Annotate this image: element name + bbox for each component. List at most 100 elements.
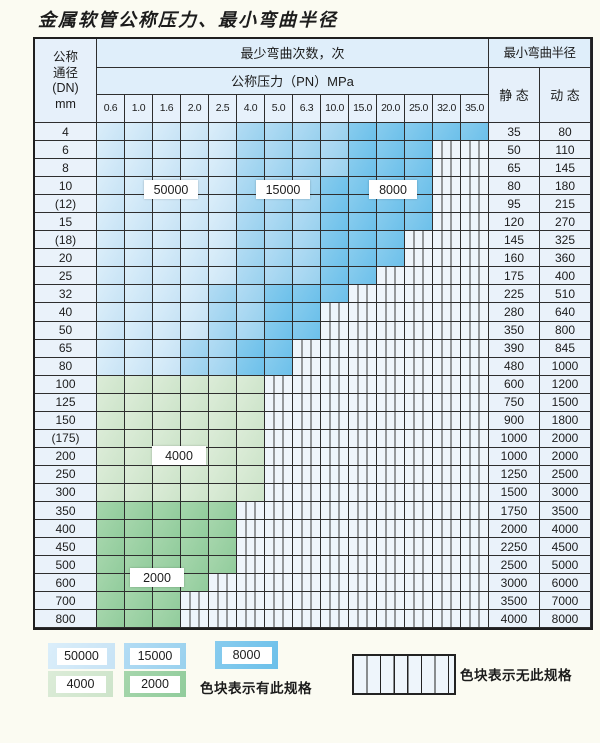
spec-cell (237, 447, 265, 466)
spec-cell (377, 213, 405, 232)
static-radius-cell: 1000 (489, 429, 540, 448)
spec-cell (125, 123, 153, 142)
spec-cell (265, 375, 293, 394)
legend-label: 2000 (130, 675, 180, 693)
spec-cell (405, 303, 433, 322)
spec-cell (97, 141, 125, 160)
spec-cell (181, 249, 209, 268)
dynamic-radius-cell: 400 (540, 267, 591, 286)
spec-cell (293, 213, 321, 232)
spec-cell (181, 141, 209, 160)
static-radius-cell: 1250 (489, 465, 540, 484)
spec-cell (265, 411, 293, 430)
spec-cell (321, 195, 349, 214)
spec-cell (125, 339, 153, 358)
spec-cell (433, 339, 461, 358)
spec-cell (209, 592, 237, 611)
spec-cell (125, 447, 153, 466)
spec-cell (181, 574, 209, 593)
spec-cell (265, 447, 293, 466)
spec-cell (237, 231, 265, 250)
dn-header-line: 公称 (52, 50, 78, 64)
spec-cell (321, 123, 349, 142)
spec-cell (181, 123, 209, 142)
spec-cell (349, 339, 377, 358)
spec-cell (237, 357, 265, 376)
spec-cell (405, 249, 433, 268)
spec-cell (349, 159, 377, 178)
spec-cell (265, 249, 293, 268)
spec-cell (209, 141, 237, 160)
spec-cell (265, 231, 293, 250)
spec-cell (125, 501, 153, 521)
spec-cell (377, 556, 405, 575)
dynamic-radius-cell: 3500 (540, 501, 591, 521)
legend-no-spec-swatch (352, 654, 456, 695)
dynamic-radius-cell: 1000 (540, 357, 591, 376)
static-radius-cell: 480 (489, 357, 540, 376)
dynamic-radius-cell: 1200 (540, 375, 591, 394)
spec-cell (405, 465, 433, 484)
spec-cell (321, 574, 349, 593)
pressure-column-header: 6.3 (293, 95, 321, 123)
spec-cell (209, 520, 237, 539)
min-bend-radius-header: 最小弯曲半径 (489, 39, 591, 68)
dynamic-radius-cell: 8000 (540, 610, 591, 629)
spec-cell (433, 610, 461, 629)
spec-cell (321, 177, 349, 196)
spec-cell (181, 483, 209, 502)
spec-cell (377, 501, 405, 521)
spec-cell (209, 556, 237, 575)
dynamic-radius-cell: 1800 (540, 411, 591, 430)
spec-cell (293, 393, 321, 412)
spec-cell (377, 592, 405, 611)
spec-cell (97, 556, 125, 575)
spec-cell (461, 213, 489, 232)
spec-cell (125, 411, 153, 430)
spec-cell (125, 267, 153, 286)
spec-cell (461, 610, 489, 629)
spec-cell (181, 267, 209, 286)
spec-cell (153, 123, 181, 142)
spec-cell (405, 538, 433, 557)
spec-cell (293, 556, 321, 575)
spec-cell (349, 501, 377, 521)
dynamic-radius-cell: 5000 (540, 556, 591, 575)
spec-cell (433, 592, 461, 611)
spec-cell (237, 501, 265, 521)
spec-cell (181, 592, 209, 611)
static-radius-cell: 120 (489, 213, 540, 232)
spec-cell (97, 339, 125, 358)
spec-cell (349, 520, 377, 539)
spec-cell (153, 159, 181, 178)
spec-cell (349, 195, 377, 214)
spec-cell (349, 231, 377, 250)
spec-cell (461, 123, 489, 142)
spec-cell (461, 177, 489, 196)
spec-cell (181, 357, 209, 376)
spec-cell (237, 321, 265, 340)
spec-cell (125, 159, 153, 178)
spec-cell (181, 501, 209, 521)
dynamic-header: 动 态 (540, 68, 591, 123)
spec-cell (461, 592, 489, 611)
legend-label: 8000 (221, 646, 272, 664)
spec-cell (153, 231, 181, 250)
spec-cell (265, 592, 293, 611)
spec-cell (433, 465, 461, 484)
spec-cell (349, 592, 377, 611)
static-radius-cell: 1500 (489, 483, 540, 502)
dn-cell: 350 (35, 501, 97, 521)
dn-cell: 300 (35, 483, 97, 502)
spec-cell (433, 159, 461, 178)
spec-cell (461, 538, 489, 557)
cycle-label-8000: 8000 (369, 180, 417, 199)
static-radius-cell: 65 (489, 159, 540, 178)
spec-cell (377, 429, 405, 448)
static-radius-cell: 35 (489, 123, 540, 142)
dn-header-line: mm (55, 96, 76, 111)
dn-cell: (18) (35, 231, 97, 250)
spec-cell (97, 213, 125, 232)
legend-has-spec-text: 色块表示有此规格 (200, 681, 312, 696)
